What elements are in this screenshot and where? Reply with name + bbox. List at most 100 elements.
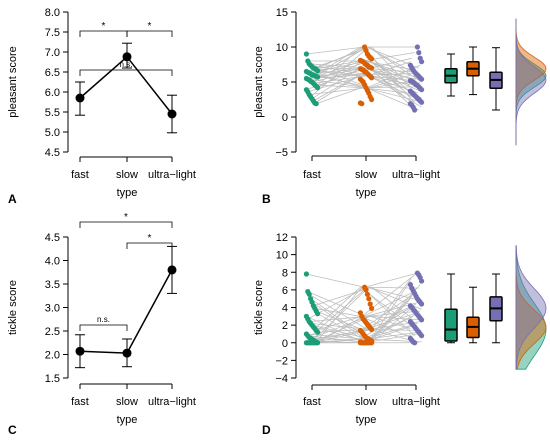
x-axis-title: type	[356, 414, 377, 426]
data-point	[419, 99, 425, 105]
data-point	[416, 50, 422, 56]
data-point	[359, 101, 365, 107]
mean-point	[167, 265, 177, 275]
mean-point	[122, 52, 132, 62]
paired-line	[315, 46, 415, 103]
y-tick-label: 10	[276, 250, 288, 262]
data-point	[369, 305, 375, 311]
data-point	[315, 68, 321, 74]
y-tick-label: 8.0	[45, 7, 60, 19]
data-point	[313, 340, 319, 346]
density-curve	[515, 245, 547, 370]
x-tick-label: slow	[355, 169, 377, 181]
data-point	[315, 74, 321, 80]
panel-letter: D	[262, 423, 271, 437]
data-point	[306, 291, 312, 297]
significance-bracket	[79, 324, 128, 331]
panel-b-pleasant-distribution: −5 0 5 10 15 pleasant score fast slow ultra−ligh…	[253, 7, 547, 206]
y-tick-label: 5.0	[45, 127, 60, 139]
significance-label: *	[148, 21, 152, 32]
paired-line	[310, 46, 422, 98]
x-tick-label: fast	[71, 396, 89, 408]
x-tick-label: fast	[303, 169, 321, 181]
data-point	[359, 340, 365, 346]
mean-point	[167, 109, 177, 119]
mean-point	[75, 93, 85, 103]
y-tick-label: −5	[275, 147, 288, 159]
data-point	[369, 75, 375, 81]
data-point	[315, 329, 321, 335]
x-tick-label: fast	[303, 396, 321, 408]
data-point	[303, 271, 309, 277]
panel-letter: B	[262, 192, 271, 206]
data-point	[367, 301, 373, 307]
y-tick-label: 8	[282, 267, 288, 279]
significance-label: n.s.	[120, 60, 133, 69]
density-curve	[515, 18, 547, 145]
data-point	[369, 65, 375, 71]
y-tick-label: 0	[282, 338, 288, 350]
y-tick-label: 4.0	[45, 256, 60, 268]
significance-label: *	[148, 233, 152, 244]
y-tick-label: 12	[276, 232, 288, 244]
x-tick-label: ultra−light	[148, 396, 196, 408]
y-tick-label: 15	[276, 7, 288, 19]
y-tick-label: 6.0	[45, 87, 60, 99]
paired-line	[306, 312, 418, 344]
x-tick-label: fast	[71, 169, 89, 181]
y-tick-label: 4	[282, 303, 288, 315]
y-axis-title: pleasant score	[253, 46, 265, 118]
x-axis-title: type	[117, 414, 138, 426]
data-point	[419, 87, 425, 93]
significance-bracket	[79, 69, 173, 76]
y-tick-label: −2	[275, 355, 288, 367]
x-tick-label: ultra−light	[148, 169, 196, 181]
data-point	[364, 291, 370, 297]
y-tick-label: 2	[282, 320, 288, 332]
y-axis-title: pleasant score	[7, 46, 19, 118]
paired-line	[314, 46, 414, 96]
data-point	[313, 101, 319, 107]
y-tick-label: 7.5	[45, 27, 60, 39]
paired-line	[316, 87, 415, 105]
x-axis-title: type	[356, 187, 377, 199]
y-tick-label: 5.5	[45, 107, 60, 119]
data-point	[369, 326, 375, 333]
paired-line	[314, 74, 414, 104]
data-point	[315, 311, 321, 317]
paired-line	[310, 315, 422, 339]
panel-letter: C	[8, 423, 17, 437]
data-point	[412, 107, 418, 113]
paired-line	[309, 46, 421, 81]
x-tick-label: slow	[116, 169, 138, 181]
y-tick-label: 10	[276, 42, 288, 54]
y-axis-title: tickle score	[7, 280, 19, 335]
paired-line	[308, 286, 421, 338]
x-tick-label: slow	[116, 396, 138, 408]
data-point	[369, 340, 375, 346]
y-tick-label: −4	[275, 373, 288, 385]
paired-line	[306, 272, 418, 288]
y-tick-label: 4.5	[45, 147, 60, 159]
y-tick-label: 3.0	[45, 303, 60, 315]
y-tick-label: 2.5	[45, 326, 60, 338]
panel-c-tickle-means: 1.5 2.0 2.5 3.0 3.5 4.0 4.5 tickle score fast slo…	[7, 212, 196, 437]
data-point	[315, 85, 321, 91]
data-point	[419, 317, 425, 323]
panel-a-pleasant-means: 4.5 5.0 5.5 6.0 6.5 7.0 7.5 8.0 pleasant score fa…	[7, 7, 196, 206]
x-tick-label: ultra−light	[392, 169, 440, 181]
data-point	[303, 51, 309, 57]
x-tick-label: slow	[355, 396, 377, 408]
y-axis-title: tickle score	[253, 280, 265, 335]
y-tick-label: 6	[282, 285, 288, 297]
significance-label: n.s.	[97, 315, 110, 324]
y-tick-label: 7.0	[45, 47, 60, 59]
y-tick-label: 4.5	[45, 232, 60, 244]
significance-label: *	[102, 21, 106, 32]
significance-label: *	[124, 212, 128, 223]
mean-point	[75, 346, 85, 356]
data-point	[414, 44, 420, 50]
y-tick-label: 0	[282, 112, 288, 124]
data-point	[419, 76, 425, 82]
